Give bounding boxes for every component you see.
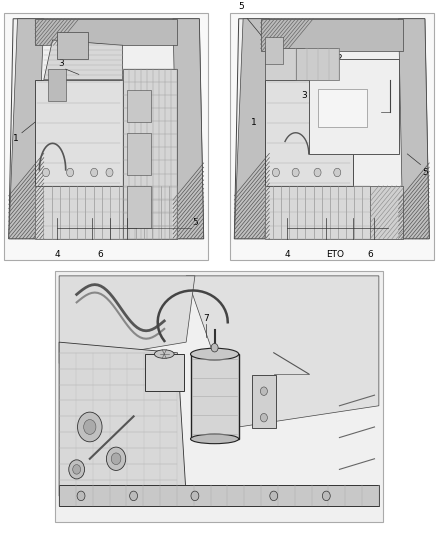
Circle shape: [91, 168, 98, 177]
Bar: [265, 80, 353, 185]
Polygon shape: [234, 19, 269, 239]
Text: 5: 5: [422, 168, 428, 177]
Text: 6: 6: [98, 250, 104, 259]
Circle shape: [42, 168, 49, 177]
Bar: [127, 185, 151, 228]
Circle shape: [191, 491, 199, 500]
Circle shape: [260, 414, 267, 422]
Bar: [59, 485, 379, 506]
Text: 3: 3: [58, 59, 64, 68]
Text: 5: 5: [192, 219, 198, 228]
Circle shape: [334, 168, 341, 177]
Text: 7: 7: [203, 314, 209, 323]
Bar: [191, 354, 239, 439]
Bar: [123, 69, 177, 239]
Circle shape: [322, 491, 330, 500]
Polygon shape: [44, 40, 123, 80]
Text: 3: 3: [301, 91, 307, 100]
Circle shape: [270, 491, 278, 500]
Circle shape: [211, 343, 218, 352]
Polygon shape: [59, 342, 186, 496]
Circle shape: [130, 491, 138, 500]
Polygon shape: [9, 19, 204, 239]
Bar: [265, 37, 283, 64]
Bar: [127, 133, 151, 175]
Polygon shape: [261, 19, 403, 51]
Polygon shape: [399, 19, 429, 239]
Text: 4: 4: [54, 250, 60, 259]
Bar: [370, 185, 403, 239]
Circle shape: [272, 168, 279, 177]
Polygon shape: [35, 19, 177, 45]
Bar: [265, 48, 304, 80]
Polygon shape: [234, 19, 429, 239]
Circle shape: [292, 168, 299, 177]
Text: 4: 4: [284, 250, 290, 259]
Text: 6: 6: [367, 250, 373, 259]
Text: 5: 5: [238, 2, 244, 11]
Bar: [35, 80, 123, 185]
Bar: [318, 89, 367, 127]
Bar: [296, 48, 339, 80]
Ellipse shape: [154, 350, 174, 358]
Bar: [265, 185, 370, 239]
Circle shape: [69, 460, 85, 479]
Circle shape: [106, 447, 126, 471]
Polygon shape: [173, 19, 204, 239]
Bar: [127, 90, 151, 122]
Polygon shape: [59, 276, 195, 364]
Bar: [309, 59, 399, 154]
Circle shape: [73, 465, 81, 474]
Circle shape: [314, 168, 321, 177]
Text: 2: 2: [337, 54, 342, 63]
Circle shape: [106, 168, 113, 177]
Polygon shape: [9, 19, 44, 239]
Bar: [145, 354, 184, 391]
Circle shape: [84, 419, 96, 434]
Bar: [230, 13, 434, 260]
Bar: [4, 13, 208, 260]
Bar: [252, 375, 276, 429]
Ellipse shape: [191, 434, 239, 443]
Bar: [48, 69, 66, 101]
Polygon shape: [186, 276, 379, 427]
Text: 1: 1: [251, 118, 257, 127]
Circle shape: [78, 412, 102, 442]
Circle shape: [260, 387, 267, 395]
Circle shape: [77, 491, 85, 500]
Text: ETO: ETO: [326, 250, 344, 259]
Text: 1: 1: [12, 134, 18, 142]
Ellipse shape: [191, 348, 239, 360]
Bar: [57, 32, 88, 59]
Circle shape: [111, 453, 121, 465]
Bar: [35, 185, 177, 239]
Circle shape: [67, 168, 74, 177]
Bar: [55, 271, 383, 522]
